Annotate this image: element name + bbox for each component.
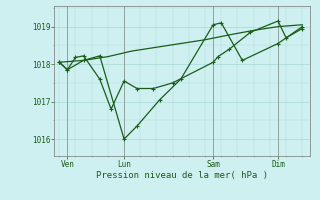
X-axis label: Pression niveau de la mer( hPa ): Pression niveau de la mer( hPa ) [96,171,268,180]
